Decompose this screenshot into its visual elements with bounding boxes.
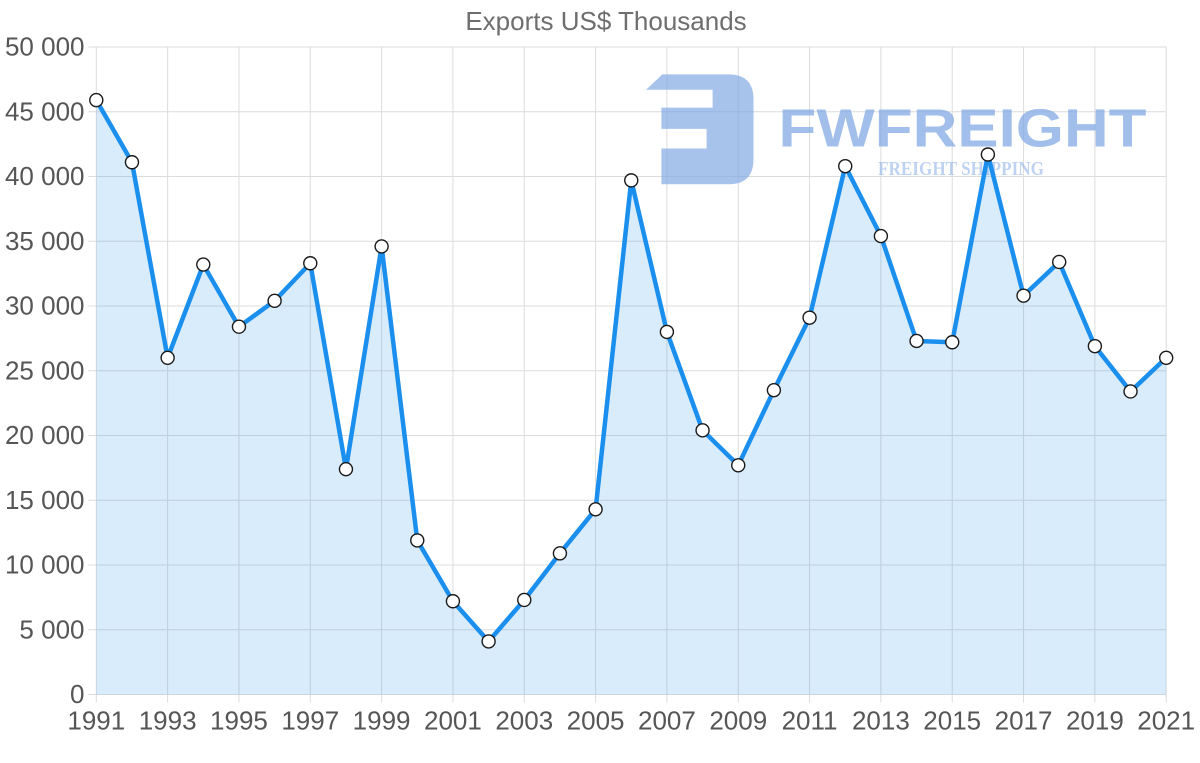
data-point-marker[interactable] [802,310,817,325]
data-point-marker[interactable] [338,461,354,477]
data-point-marker[interactable] [1016,288,1031,303]
data-point-marker[interactable] [980,147,996,162]
x-axis-tick-label: 2011 [782,706,838,736]
series-exports [94,97,1169,695]
watermark-brand-text: FWFREIGHT [779,99,1147,159]
y-axis-tick-label: 0 [70,679,84,709]
data-point-marker[interactable] [1087,338,1103,354]
data-point-marker[interactable] [945,335,960,350]
x-axis-tick-label: 2005 [567,706,625,736]
data-point-marker[interactable] [160,350,175,365]
data-point-marker[interactable] [588,502,603,517]
chart-title: Exports US$ Thousands [465,6,746,36]
data-point-marker[interactable] [695,423,710,438]
y-axis-tick-label: 25 000 [5,355,85,385]
x-axis-tick-label: 1991 [67,706,125,736]
data-point-marker[interactable] [445,594,461,609]
data-point-marker[interactable] [89,92,104,108]
watermark: FWFREIGHT FREIGHT SHIPPING [646,74,1147,185]
data-point-marker[interactable] [624,173,639,188]
x-axis-tick-label: 2007 [638,706,696,736]
data-point-marker[interactable] [124,155,140,170]
y-axis-tick-label: 35 000 [5,226,85,256]
y-axis-tick-label: 40 000 [5,161,85,191]
data-point-marker[interactable] [552,546,568,561]
axis-labels: 0 5 000 10 000 15 000 20 000 25 000 30 000 35 0… [5,32,1195,736]
x-axis-tick-label: 1997 [281,706,339,736]
grid [88,46,1167,703]
x-axis-tick-label: 2009 [709,706,767,736]
data-point-marker[interactable] [374,239,389,254]
y-axis-tick-label: 50 000 [5,32,85,62]
fwfreight-logo-mark-icon [646,74,754,185]
x-axis-tick-label: 2013 [852,706,910,736]
watermark-tagline-text: FREIGHT SHIPPING [878,158,1044,180]
x-axis-tick-label: 2019 [1066,706,1124,736]
data-point-marker[interactable] [1158,350,1174,365]
x-axis-tick-label: 2015 [923,706,981,736]
data-point-marker[interactable] [231,319,247,334]
x-axis-tick-label: 2001 [424,706,482,736]
x-axis-tick-label: 2021 [1137,706,1195,736]
data-point-marker[interactable] [873,228,889,244]
data-point-marker[interactable] [196,257,211,272]
data-point-markers [89,92,1174,649]
x-axis-tick-label: 1995 [210,706,268,736]
data-point-marker[interactable] [1052,254,1067,270]
y-axis-tick-label: 15 000 [5,485,85,515]
data-point-marker[interactable] [303,256,318,271]
y-axis-tick-label: 10 000 [5,550,85,580]
x-axis-tick-label: 1999 [353,706,411,736]
series-area-fill [96,100,1167,695]
data-point-marker[interactable] [1123,384,1138,399]
y-axis-tick-label: 45 000 [5,96,85,126]
data-point-marker[interactable] [766,382,782,398]
data-point-marker[interactable] [410,533,425,548]
y-axis-tick-label: 5 000 [19,614,84,644]
y-axis-tick-label: 20 000 [5,420,85,450]
y-axis-tick-label: 30 000 [5,291,85,321]
data-point-marker[interactable] [909,333,924,349]
x-axis-tick-label: 2003 [495,706,553,736]
data-point-marker[interactable] [481,634,496,649]
data-point-marker[interactable] [267,293,282,309]
x-axis-tick-label: 1993 [139,706,197,736]
data-point-marker[interactable] [838,158,853,174]
data-point-marker[interactable] [731,458,746,473]
data-point-marker[interactable] [659,324,675,340]
x-axis-tick-label: 2017 [995,706,1053,736]
data-point-marker[interactable] [517,592,532,608]
